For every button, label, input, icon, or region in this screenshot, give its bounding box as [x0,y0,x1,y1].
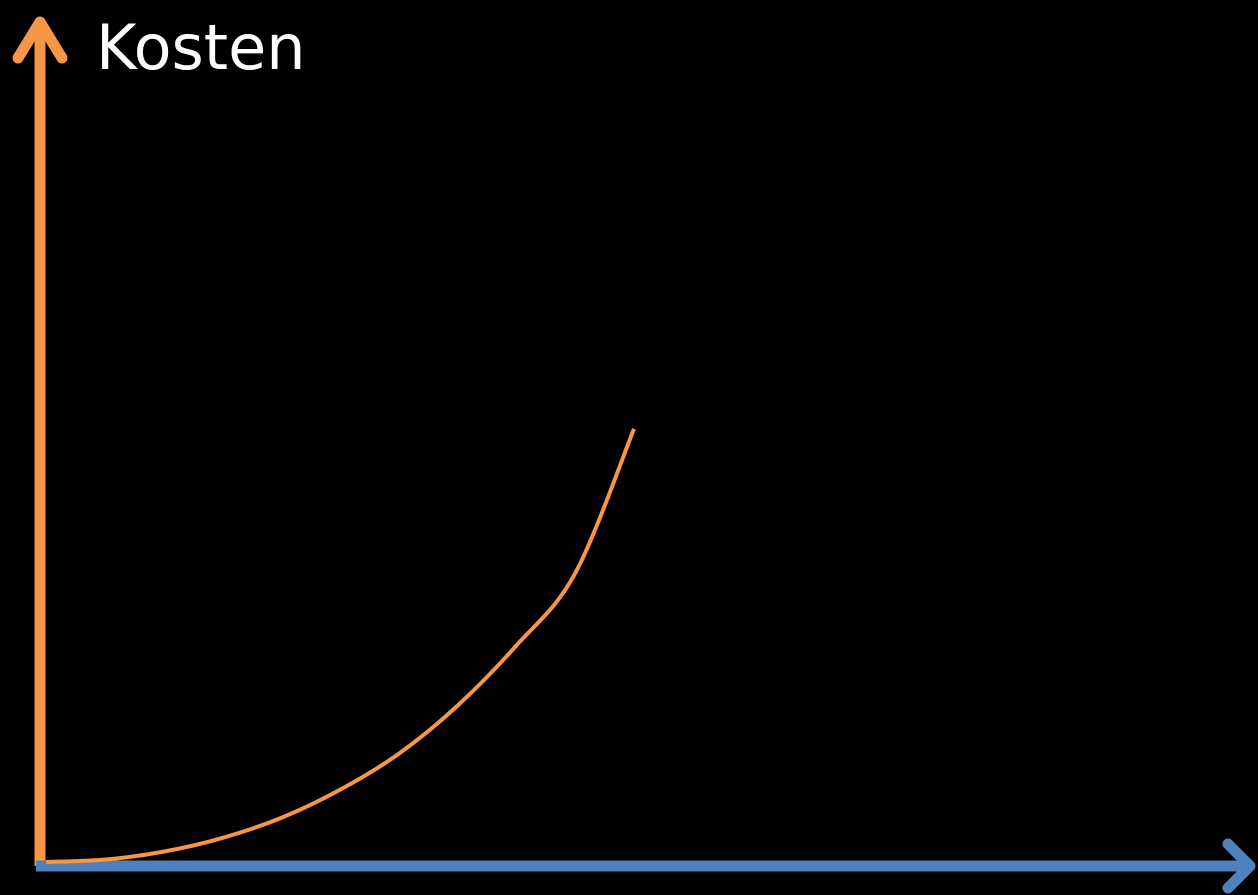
y-axis-label: Kosten [96,11,306,84]
y-axis-arrowhead [12,16,68,64]
cost-curve [45,428,636,864]
x-axis-arrowhead [1222,838,1256,894]
